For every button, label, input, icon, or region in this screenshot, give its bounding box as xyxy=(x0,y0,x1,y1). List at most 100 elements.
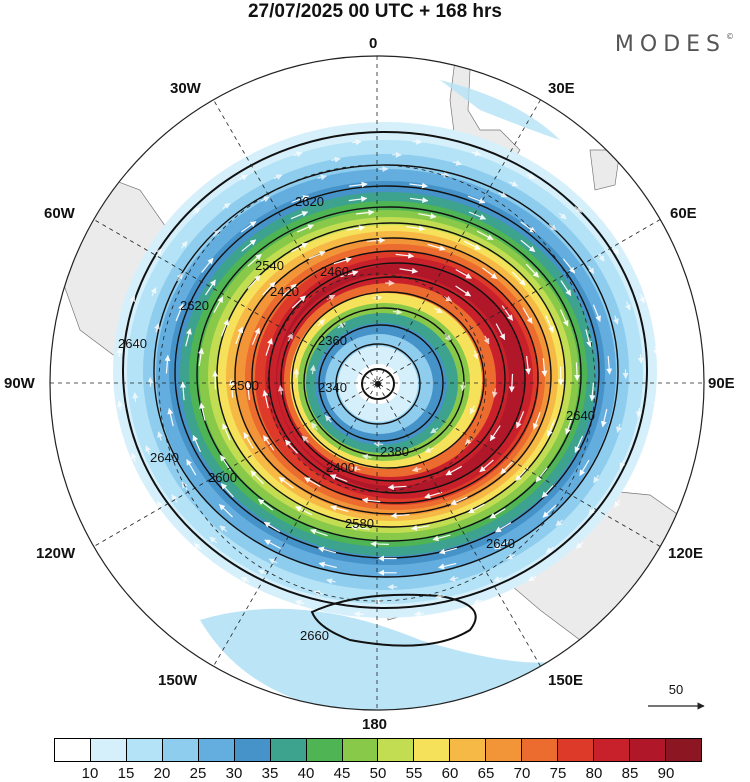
colorbar-tick-label: 80 xyxy=(585,765,603,782)
wind-vector xyxy=(262,281,276,296)
colorbar-tick-label: 85 xyxy=(621,765,639,782)
wind-vector xyxy=(301,435,309,443)
wind-vector xyxy=(491,388,498,398)
wind-vector xyxy=(593,474,600,484)
colorbar-cell xyxy=(486,739,523,761)
wind-vector xyxy=(265,338,273,356)
colorbar-cell xyxy=(594,739,630,761)
wind-vector xyxy=(472,350,479,360)
wind-vector xyxy=(392,308,403,315)
wind-vector xyxy=(201,257,214,273)
wind-vector xyxy=(361,453,372,460)
wind-vector xyxy=(418,213,437,219)
wind-vector xyxy=(116,400,123,410)
wind-vector xyxy=(209,536,218,544)
wind-vector xyxy=(463,240,481,250)
lon-label-120e: 120E xyxy=(668,545,704,562)
contour-label: 2460 xyxy=(320,264,349,279)
wind-vector xyxy=(535,467,548,483)
wind-vector xyxy=(476,230,494,241)
wind-vector xyxy=(264,539,281,550)
wind-vector xyxy=(220,454,231,471)
wind-vector xyxy=(219,525,228,533)
wind-vector xyxy=(532,411,541,430)
wind-vector xyxy=(574,206,583,213)
contour-label: 2360 xyxy=(318,333,347,348)
wind-vector xyxy=(430,427,439,434)
wind-vector xyxy=(574,435,584,453)
brand-logo: MODES© xyxy=(615,32,734,57)
wind-vector xyxy=(526,173,536,180)
wind-vector xyxy=(317,319,325,327)
wind-vector xyxy=(468,503,485,514)
wind-vector xyxy=(150,287,157,297)
wind-vector xyxy=(262,390,269,409)
wind-vector xyxy=(350,524,370,531)
wind-vector xyxy=(500,460,514,475)
wind-vector xyxy=(348,196,368,202)
contour-label: 2400 xyxy=(326,460,355,475)
wind-vector xyxy=(337,322,346,329)
wind-vector xyxy=(263,521,281,533)
wind-vector xyxy=(222,423,231,441)
wind-vector xyxy=(482,267,498,280)
wind-vector xyxy=(311,422,318,431)
wind-vector xyxy=(525,356,532,375)
wind-vector xyxy=(483,335,490,345)
wind-vector xyxy=(479,459,494,473)
lon-label-90e: 90E xyxy=(708,375,735,392)
wind-vector xyxy=(262,435,275,451)
wind-vector xyxy=(251,327,260,345)
wind-vector xyxy=(449,575,459,582)
wind-vector xyxy=(131,452,137,462)
brand-text: MODES xyxy=(614,32,726,57)
colorbar-ticks: 10 15 20 25 30 35 40 45 50 55 60 65 70 75 80 85 90 xyxy=(54,765,702,782)
wind-vector xyxy=(455,268,472,279)
wind-vector xyxy=(239,174,248,181)
wind-vector xyxy=(619,459,626,469)
colorbar-tick-label: 65 xyxy=(477,765,495,782)
wind-vector xyxy=(471,150,482,157)
wind-vector xyxy=(154,323,160,333)
lon-label-150e: 150E xyxy=(548,672,584,689)
wind-vector xyxy=(290,211,309,220)
wind-vector xyxy=(559,309,569,327)
colorbar-tick-label: 25 xyxy=(189,765,207,782)
copyright-mark: © xyxy=(726,32,734,41)
colorbar-cell xyxy=(414,739,451,761)
wind-vector xyxy=(498,191,508,198)
wind-vector xyxy=(548,223,557,231)
wind-vector xyxy=(450,496,468,505)
wind-vector xyxy=(243,432,254,449)
wind-vector xyxy=(331,156,341,163)
wind-vectors xyxy=(116,138,660,618)
wind-vector xyxy=(351,466,361,472)
wind-vector xyxy=(501,305,514,321)
wind-vector xyxy=(467,195,486,204)
wind-vector xyxy=(520,239,536,253)
colorbar-tick-label: 60 xyxy=(441,765,459,782)
wind-vector xyxy=(469,405,476,415)
wind-vector xyxy=(241,239,257,252)
wind-vector xyxy=(565,417,573,435)
colorbar-cell xyxy=(55,739,91,761)
wind-vector xyxy=(555,519,564,527)
wind-vector xyxy=(432,534,451,542)
wind-vector xyxy=(250,470,264,485)
wind-vector xyxy=(528,575,537,582)
colorbar-cell xyxy=(270,739,307,761)
wind-vector xyxy=(355,209,375,216)
wind-vector xyxy=(352,139,362,146)
wind-vector xyxy=(220,319,229,337)
wind-vector xyxy=(156,501,164,510)
wind-vector xyxy=(443,295,453,302)
wind-vector xyxy=(240,221,257,233)
colorbar-cell xyxy=(378,739,415,761)
contour-label: 2640 xyxy=(150,450,179,465)
wind-vector xyxy=(579,459,590,477)
wind-vector xyxy=(373,441,384,448)
contour-label: 2660 xyxy=(300,628,329,643)
colorbar-tick-label: 35 xyxy=(261,765,279,782)
wind-vector xyxy=(330,505,349,513)
wind-vector xyxy=(435,593,445,600)
